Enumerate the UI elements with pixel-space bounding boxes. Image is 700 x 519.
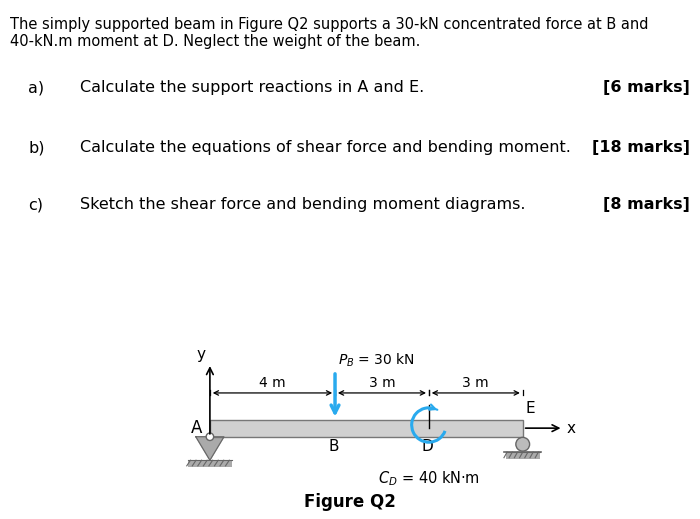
Text: [8 marks]: [8 marks] bbox=[603, 197, 690, 212]
Text: Figure Q2: Figure Q2 bbox=[304, 493, 396, 511]
Bar bbox=[188, 460, 232, 467]
Text: Sketch the shear force and bending moment diagrams.: Sketch the shear force and bending momen… bbox=[80, 197, 526, 212]
Text: A: A bbox=[190, 418, 202, 436]
Text: b): b) bbox=[28, 140, 45, 155]
Text: x: x bbox=[566, 420, 575, 435]
Text: $C_D$ = 40 kN·m: $C_D$ = 40 kN·m bbox=[378, 470, 480, 488]
Bar bbox=[505, 452, 540, 459]
Text: B: B bbox=[328, 439, 339, 454]
Text: a): a) bbox=[28, 80, 44, 95]
Circle shape bbox=[516, 438, 530, 451]
Text: The simply supported beam in Figure Q2 supports a 30-kN concentrated force at B : The simply supported beam in Figure Q2 s… bbox=[10, 17, 649, 32]
Text: 4 m: 4 m bbox=[259, 376, 286, 390]
Text: c): c) bbox=[28, 197, 43, 212]
Text: [18 marks]: [18 marks] bbox=[592, 140, 690, 155]
Text: 3 m: 3 m bbox=[369, 376, 396, 390]
Circle shape bbox=[206, 433, 214, 441]
Text: 40-kN.m moment at D. Neglect the weight of the beam.: 40-kN.m moment at D. Neglect the weight … bbox=[10, 34, 421, 49]
Bar bbox=[210, 419, 523, 437]
Text: E: E bbox=[525, 401, 535, 416]
Text: y: y bbox=[196, 347, 205, 362]
Text: Calculate the equations of shear force and bending moment.: Calculate the equations of shear force a… bbox=[80, 140, 571, 155]
Text: D: D bbox=[421, 439, 433, 454]
Text: Calculate the support reactions in A and E.: Calculate the support reactions in A and… bbox=[80, 80, 425, 95]
Text: [6 marks]: [6 marks] bbox=[603, 80, 690, 95]
Text: $P_B$ = 30 kN: $P_B$ = 30 kN bbox=[337, 352, 414, 370]
Text: 3 m: 3 m bbox=[463, 376, 489, 390]
Polygon shape bbox=[196, 437, 224, 460]
